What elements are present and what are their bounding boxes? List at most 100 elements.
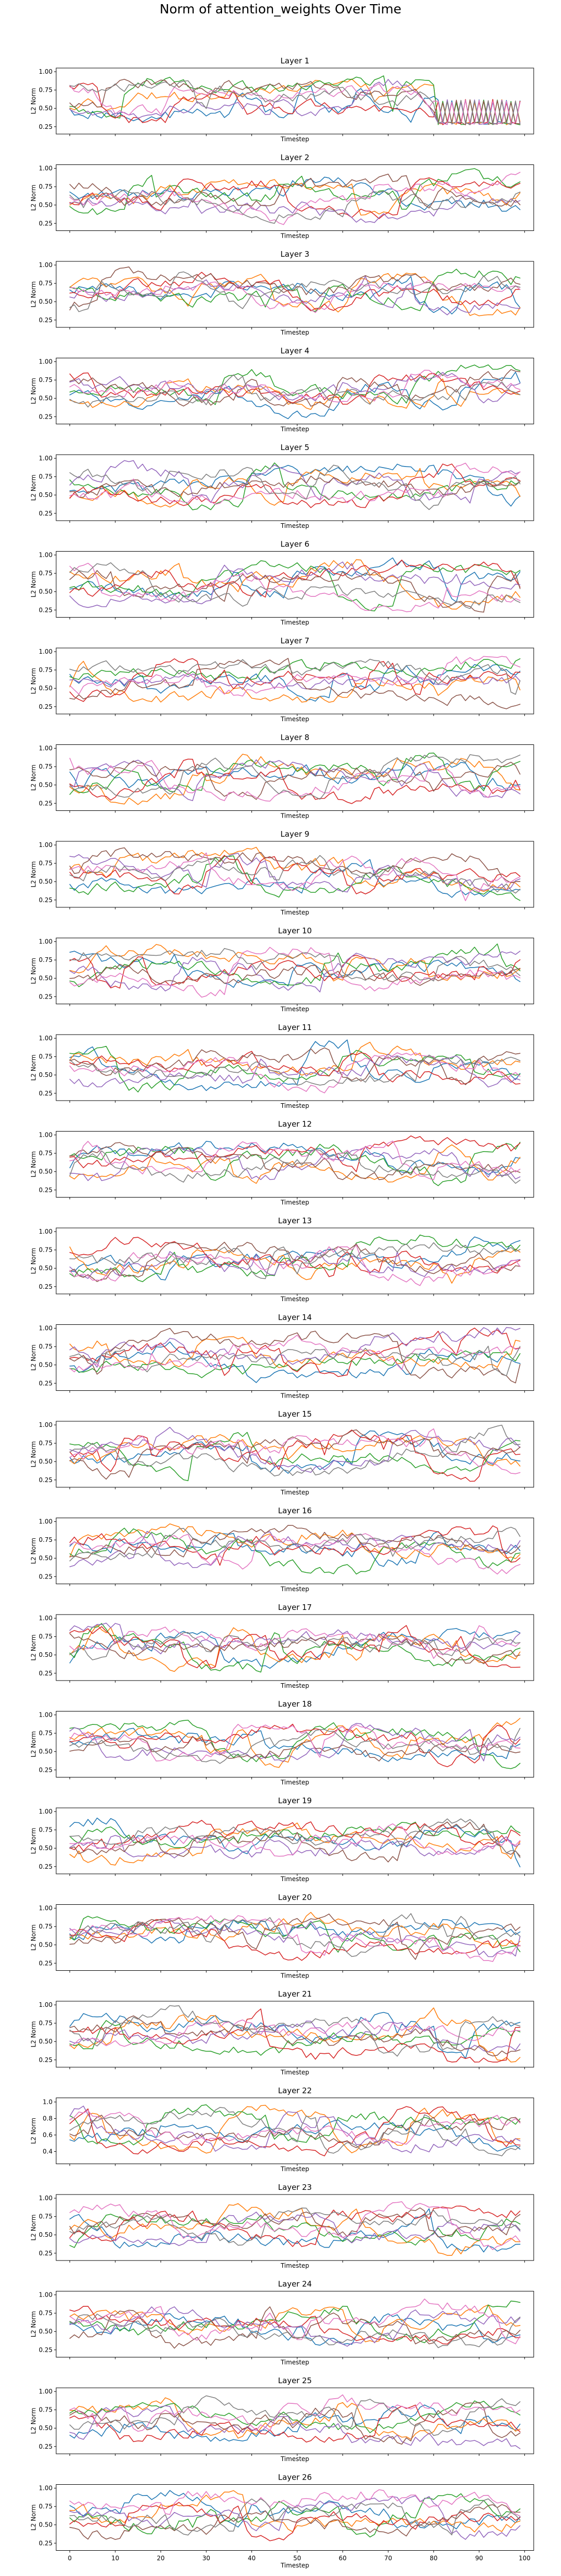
y-tick-label: 1.00: [39, 648, 53, 655]
y-tick-label: 0.50: [39, 2328, 53, 2335]
y-axis-label: L2 Norm: [30, 378, 37, 404]
y-tick-label: 1.00: [39, 358, 53, 365]
y-tick-label: 0.75: [39, 2406, 53, 2414]
data-series-line: [69, 1632, 521, 1660]
plot-frame: [56, 1421, 534, 1488]
plot-frame: [56, 261, 534, 328]
data-series-line: [69, 2498, 521, 2536]
data-series-line: [69, 2489, 521, 2517]
data-series-line: [69, 1236, 521, 1281]
data-series-line: [69, 760, 521, 800]
y-tick-label: 1.00: [39, 2001, 53, 2008]
data-series-line: [69, 1727, 521, 1764]
x-axis-label: Timestep: [280, 1392, 309, 1400]
plot-frame: [56, 1131, 534, 1198]
data-series-line: [69, 2490, 521, 2530]
y-tick-label: 0.25: [39, 1090, 53, 1097]
x-axis-label: Timestep: [280, 136, 309, 143]
data-series-line: [69, 754, 521, 800]
data-series-line: [69, 1623, 521, 1673]
layer-panel: Layer 7 0.25 0.50 0.75 1.00 L2 Norm Timestep: [30, 636, 534, 723]
data-series-line: [69, 1820, 521, 1852]
plot-frame: [56, 164, 534, 231]
data-series-line: [69, 1045, 521, 1093]
y-tick-label: 0.25: [39, 800, 53, 807]
data-series-line: [69, 2400, 521, 2433]
plot-frame: [56, 2001, 534, 2068]
data-series-line: [69, 1237, 521, 1277]
y-tick-label: 1.00: [39, 841, 53, 849]
data-series-line: [69, 1327, 521, 1377]
panel-title: Layer 8: [280, 733, 309, 742]
data-series-line: [69, 948, 521, 982]
y-tick-label: 0.25: [39, 993, 53, 1000]
layer-panel: Layer 11 0.25 0.50 0.75 1.00 L2 Norm Timestep: [30, 1023, 534, 1109]
x-axis-label: Timestep: [280, 1295, 309, 1303]
y-tick-label: 0.25: [39, 2250, 53, 2257]
data-series-line: [69, 955, 521, 989]
layer-panel: Layer 19 0.25 0.50 0.75 1.00 L2 Norm Timestep: [30, 1796, 534, 1883]
y-axis-label: L2 Norm: [30, 1635, 37, 1661]
y-tick-label: 0.50: [39, 2231, 53, 2238]
plot-frame: [56, 1904, 534, 1971]
data-series-line: [69, 463, 521, 508]
layer-panel: Layer 22 0.4 0.6 0.8 1.0 L2 Norm Timestep: [30, 2086, 534, 2173]
x-tick-label: 20: [157, 2555, 164, 2562]
layer-panel: Layer 6 0.25 0.50 0.75 1.00 L2 Norm Timestep: [30, 540, 534, 626]
y-tick-label: 0.50: [39, 2038, 53, 2045]
data-series-line: [69, 1633, 521, 1665]
x-axis-label: Timestep: [280, 2262, 309, 2269]
data-series-line: [69, 2306, 521, 2349]
plot-frame: [56, 358, 534, 424]
y-tick-label: 0.25: [39, 413, 53, 420]
y-tick-label: 0.50: [39, 782, 53, 789]
y-tick-label: 0.50: [39, 1941, 53, 1949]
data-series-line: [69, 1919, 521, 1957]
panel-title: Layer 7: [280, 636, 309, 645]
data-series-line: [69, 1525, 521, 1559]
data-series-line: [69, 1142, 521, 1181]
y-axis-label: L2 Norm: [30, 1344, 37, 1371]
data-series-line: [69, 2205, 521, 2247]
y-tick-label: 0.25: [39, 1186, 53, 1193]
y-tick-label: 0.25: [39, 2443, 53, 2450]
data-series-line: [69, 762, 521, 791]
data-series-line: [69, 2300, 521, 2344]
data-series-line: [69, 2115, 521, 2149]
y-tick-label: 1.00: [39, 2485, 53, 2492]
y-tick-label: 0.50: [39, 1555, 53, 1562]
x-axis-label: Timestep: [280, 812, 309, 820]
data-series-line: [69, 1525, 521, 1566]
y-tick-label: 0.75: [39, 473, 53, 480]
y-tick-label: 0.50: [39, 2521, 53, 2529]
y-tick-label: 0.75: [39, 956, 53, 963]
y-axis-label: L2 Norm: [30, 1248, 37, 1274]
data-series-line: [69, 1821, 521, 1863]
y-tick-label: 1.0: [43, 2099, 53, 2106]
y-tick-label: 1.00: [39, 1615, 53, 1622]
y-tick-label: 0.75: [39, 376, 53, 384]
x-axis-label: Timestep: [280, 716, 309, 723]
data-series-line: [69, 372, 521, 420]
y-axis-label: L2 Norm: [30, 571, 37, 597]
data-series-line: [69, 82, 521, 125]
y-tick-label: 1.00: [39, 2388, 53, 2395]
data-series-line: [69, 2313, 521, 2346]
data-series-line: [69, 2395, 521, 2436]
data-series-line: [69, 1135, 521, 1172]
x-axis-label: Timestep: [280, 1489, 309, 1496]
y-tick-label: 0.75: [39, 280, 53, 287]
y-tick-label: 1.00: [39, 1905, 53, 1912]
panel-title: Layer 1: [280, 56, 309, 65]
panel-title: Layer 14: [278, 1313, 312, 1322]
data-series-line: [69, 2212, 521, 2246]
x-axis-label: Timestep: [280, 1779, 309, 1786]
panel-title: Layer 5: [280, 443, 309, 452]
y-tick-label: 0.75: [39, 860, 53, 867]
panel-title: Layer 17: [278, 1603, 312, 1612]
x-axis-label: Timestep: [280, 619, 309, 626]
y-tick-label: 0.75: [39, 2309, 53, 2317]
data-series-line: [69, 464, 521, 510]
y-tick-label: 0.50: [39, 105, 53, 112]
